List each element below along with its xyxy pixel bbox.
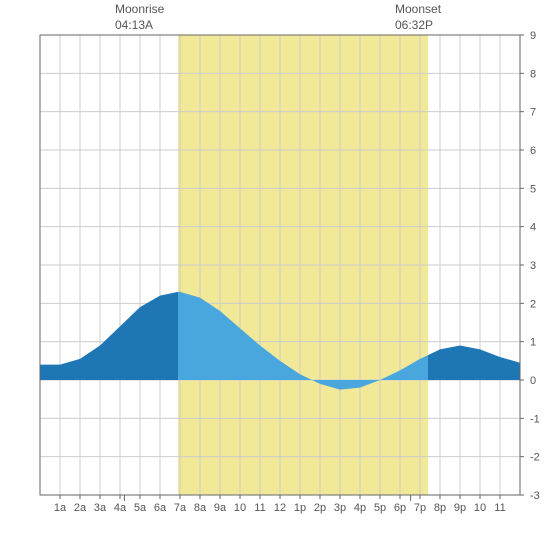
x-tick-label: 8a — [194, 502, 207, 514]
x-tick-label: 1p — [294, 502, 306, 514]
x-tick-label: 4p — [354, 502, 366, 514]
moonrise-time: 04:13A — [115, 18, 164, 34]
y-tick-label: -3 — [530, 490, 540, 502]
moonrise-annotation: Moonrise 04:13A — [115, 2, 164, 33]
y-tick-label: 1 — [530, 337, 536, 349]
x-tick-label: 2p — [314, 502, 326, 514]
y-tick-label: 5 — [530, 183, 536, 195]
x-tick-label: 11 — [494, 502, 505, 514]
y-tick-label: 6 — [530, 145, 536, 157]
x-tick-label: 4a — [114, 502, 127, 514]
moonset-label: Moonset — [395, 2, 441, 18]
x-tick-label: 7a — [174, 502, 187, 514]
x-tick-label: 5a — [134, 502, 147, 514]
x-tick-label: 1a — [54, 502, 67, 514]
x-tick-label: 12 — [274, 502, 286, 514]
x-tick-label: 6p — [394, 502, 406, 514]
chart-svg: 1a2a3a4a5a6a7a8a9a1011121p2p3p4p5p6p7p8p… — [0, 0, 550, 550]
moonset-annotation: Moonset 06:32P — [395, 2, 441, 33]
y-tick-label: 7 — [530, 107, 536, 119]
x-tick-label: 9a — [214, 502, 227, 514]
y-tick-label: 8 — [530, 68, 536, 80]
y-tick-label: 2 — [530, 298, 536, 310]
y-tick-label: 0 — [530, 375, 536, 387]
x-tick-label: 6a — [154, 502, 167, 514]
y-tick-label: 9 — [530, 30, 536, 42]
x-tick-label: 2a — [74, 502, 87, 514]
tide-chart: Moonrise 04:13A Moonset 06:32P 1a 2a 3a 4a 5… — [0, 0, 550, 550]
x-tick-label: 5p — [374, 502, 386, 514]
x-tick-label: 10 — [474, 502, 486, 514]
y-tick-label: 3 — [530, 260, 536, 272]
moonrise-label: Moonrise — [115, 2, 164, 18]
y-tick-label: -1 — [530, 413, 540, 425]
x-tick-label: 8p — [434, 502, 446, 514]
y-tick-label: -2 — [530, 452, 540, 464]
x-tick-label: 10 — [234, 502, 246, 514]
x-tick-label: 3a — [94, 502, 107, 514]
x-tick-label: 7p — [414, 502, 426, 514]
moonset-time: 06:32P — [395, 18, 441, 34]
x-tick-label: 11 — [254, 502, 265, 514]
x-tick-label: 3p — [334, 502, 346, 514]
y-tick-label: 4 — [530, 222, 536, 234]
x-tick-label: 9p — [454, 502, 466, 514]
